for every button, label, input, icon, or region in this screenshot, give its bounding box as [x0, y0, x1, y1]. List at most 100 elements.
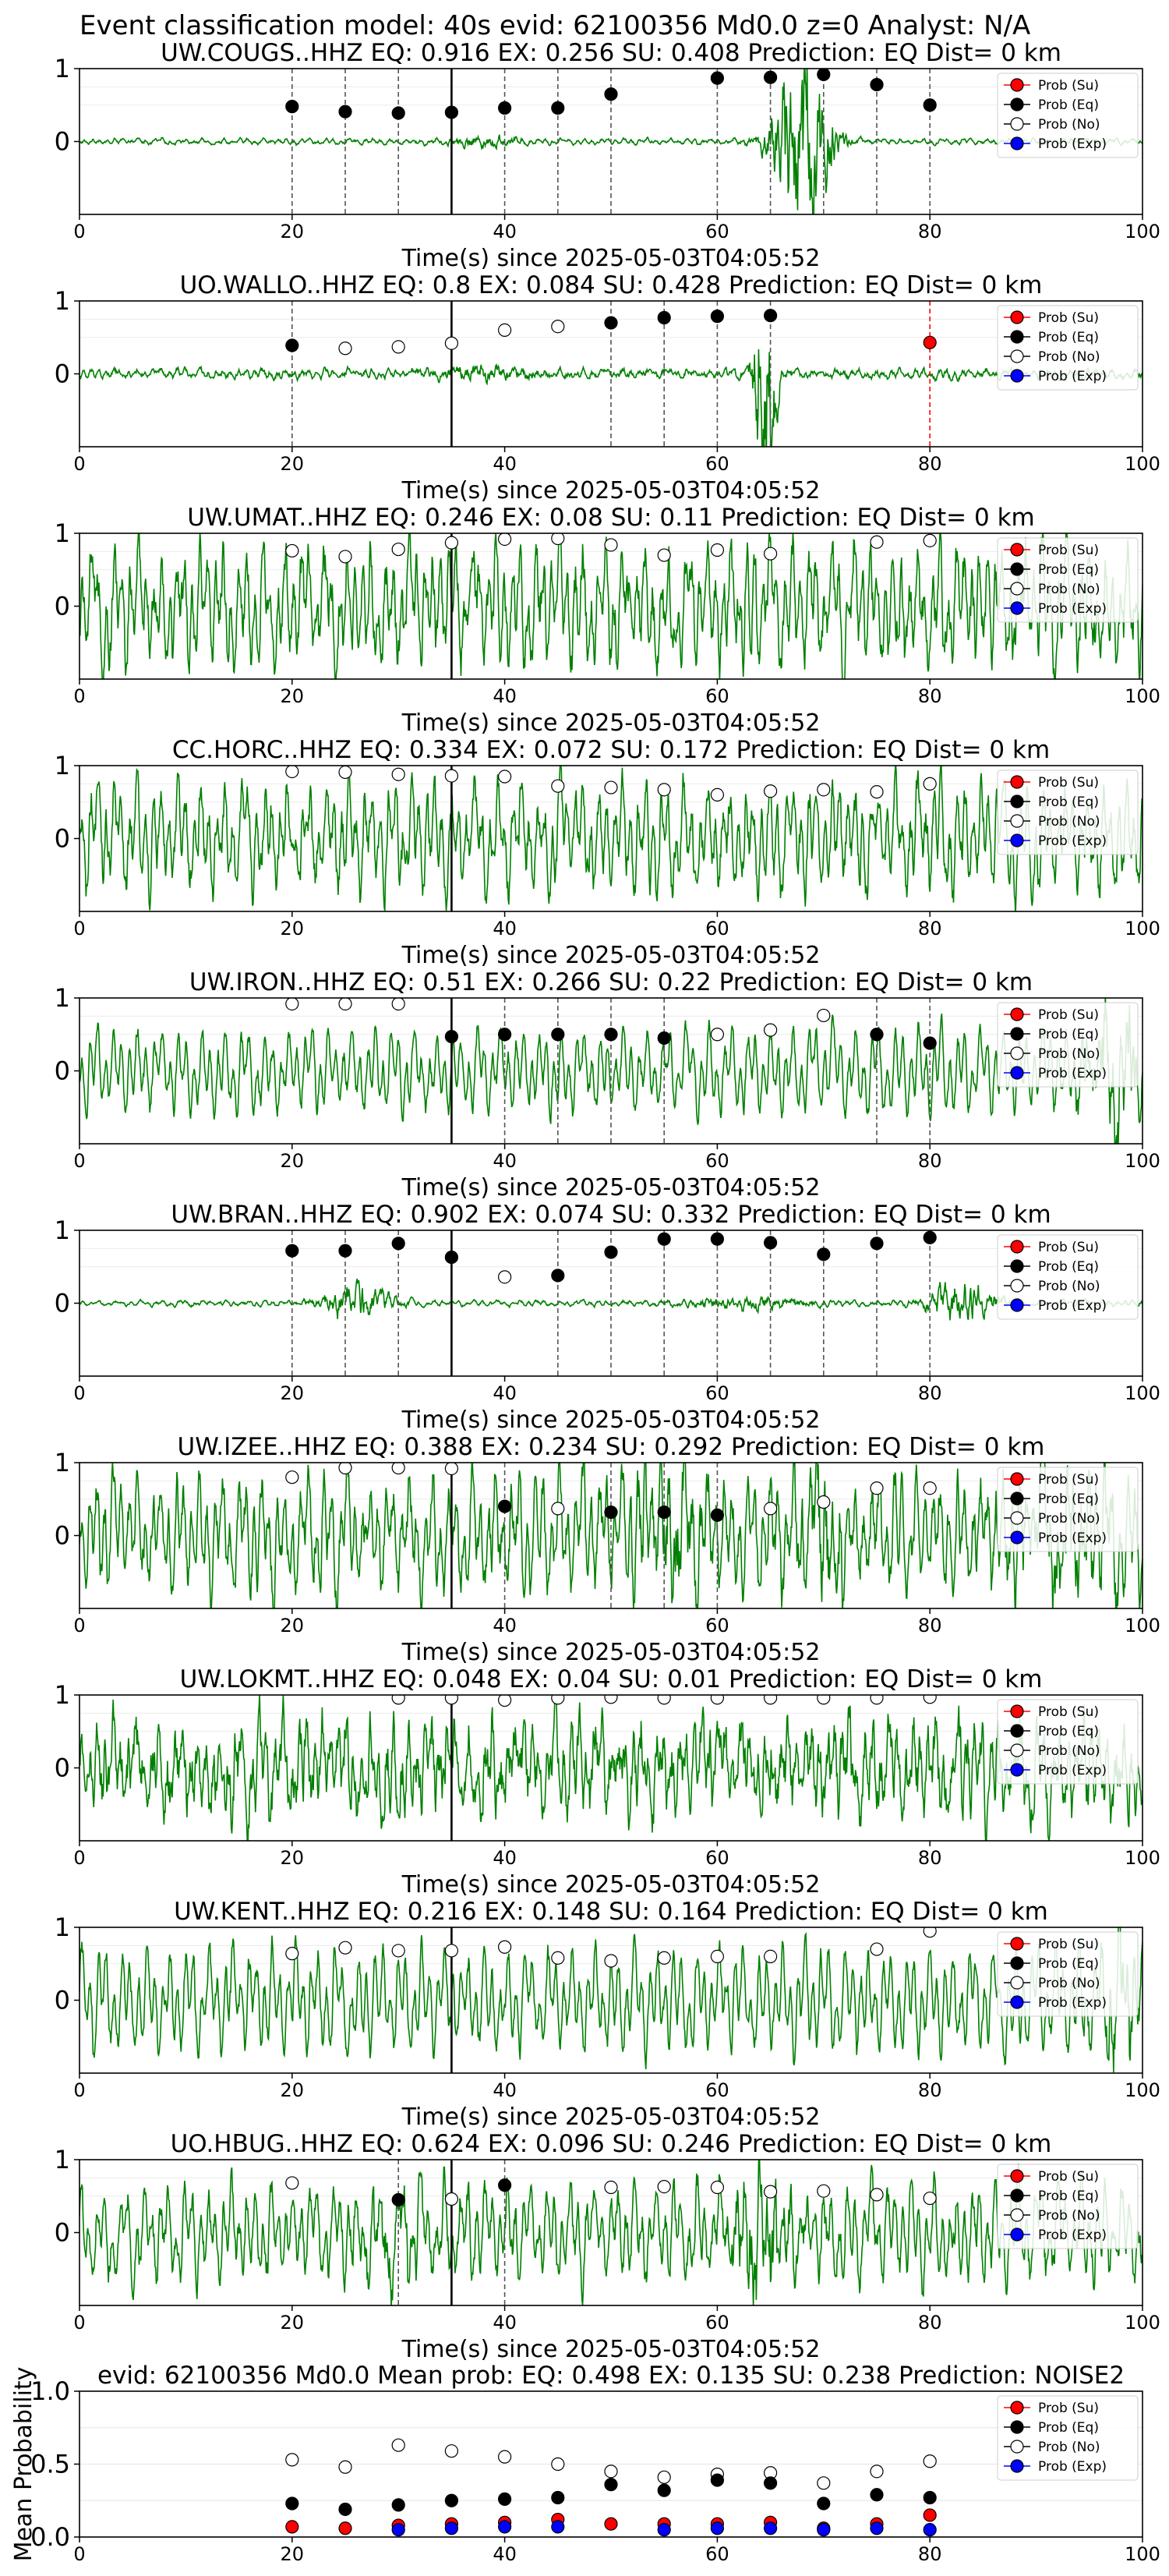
legend-marker	[1010, 1956, 1024, 1970]
y-tick-label: 1	[55, 751, 70, 780]
plot-area	[79, 1230, 1143, 1376]
legend-marker	[1010, 775, 1024, 789]
station-panel: UW.BRAN..HHZ EQ: 0.902 EX: 0.074 SU: 0.3…	[55, 1201, 1160, 1434]
legend-box	[997, 1234, 1139, 1320]
legend-marker	[1010, 1066, 1024, 1080]
prob-point	[551, 101, 565, 115]
prob-point	[285, 1244, 299, 1258]
prob-point	[923, 533, 937, 547]
legend-marker	[1010, 582, 1024, 596]
prob-point	[391, 2192, 405, 2207]
legend-marker	[1010, 1743, 1024, 1757]
legend-box	[997, 1699, 1139, 1785]
y-tick-label: 1	[55, 1680, 70, 1710]
station-panel: UW.KENT..HHZ EQ: 0.216 EX: 0.148 SU: 0.1…	[55, 1898, 1160, 2131]
legend-marker	[1010, 1046, 1024, 1060]
legend-marker	[1010, 2227, 1024, 2242]
prob-point	[923, 1695, 937, 1704]
legend-marker	[1010, 1976, 1024, 1990]
prob-point	[498, 1695, 512, 1707]
prob-point	[870, 785, 884, 799]
prob-point	[444, 1463, 458, 1476]
legend-label: Prob (Su)	[1038, 543, 1099, 558]
prob-point	[923, 1481, 937, 1495]
x-tick-label: 60	[705, 2312, 729, 2334]
legend-label: Prob (Exp)	[1038, 2227, 1107, 2243]
x-tick-label: 100	[1125, 2079, 1160, 2101]
legend-marker	[1010, 2189, 1024, 2203]
prob-point	[551, 1269, 565, 1283]
legend: Prob (Su) Prob (Eq) Prob (No) Prob (Exp)	[997, 537, 1139, 623]
y-tick-label: 0	[55, 359, 70, 389]
prob-point	[710, 1695, 724, 1705]
panel-title: UW.BRAN..HHZ EQ: 0.902 EX: 0.074 SU: 0.3…	[171, 1201, 1051, 1229]
legend: Prob (Su) Prob (Eq) Prob (No) Prob (Exp)	[997, 305, 1139, 391]
y-tick-label: 0	[55, 824, 70, 854]
legend-marker	[1010, 1704, 1024, 1718]
mean-probability-panel: evid: 62100356 Md0.0 Mean prob: EQ: 0.49…	[10, 2362, 1160, 2565]
plot-area	[79, 69, 1143, 214]
prob-point	[338, 2502, 352, 2517]
legend-marker	[1010, 2401, 1024, 2415]
legend-label: Prob (Su)	[1038, 310, 1099, 326]
prob-point	[763, 784, 778, 798]
station-panel: UW.UMAT..HHZ EQ: 0.246 EX: 0.08 SU: 0.11…	[55, 504, 1160, 737]
prob-point	[444, 769, 459, 783]
y-tick-label: 1	[55, 286, 70, 316]
prob-point	[870, 1237, 884, 1251]
legend-label: Prob (Exp)	[1038, 369, 1107, 384]
prob-point	[870, 77, 884, 92]
prob-point	[657, 1695, 671, 1705]
x-tick-label: 100	[1125, 1150, 1160, 1172]
prob-point	[763, 2476, 778, 2490]
station-panel: UO.HBUG..HHZ EQ: 0.624 EX: 0.096 SU: 0.2…	[55, 2130, 1160, 2363]
legend-box	[997, 2395, 1139, 2481]
prob-point	[551, 1028, 565, 1042]
legend-label: Prob (Eq)	[1038, 1027, 1099, 1042]
legend-label: Prob (No)	[1038, 1976, 1100, 1991]
prob-point	[285, 1470, 299, 1484]
x-tick-label: 20	[281, 2079, 305, 2101]
legend-label: Prob (Eq)	[1038, 1724, 1099, 1739]
x-axis-label: Time(s) since 2025-05-03T04:05:52	[401, 245, 821, 272]
prob-point	[551, 1695, 565, 1705]
legend-marker	[1010, 78, 1024, 92]
x-tick-label: 80	[918, 1847, 942, 1869]
x-tick-label: 40	[493, 221, 517, 242]
prob-point	[710, 1232, 725, 1246]
station-panel: CC.HORC..HHZ EQ: 0.334 EX: 0.072 SU: 0.1…	[55, 736, 1160, 969]
x-tick-label: 20	[281, 1150, 305, 1172]
legend-label: Prob (No)	[1038, 814, 1100, 830]
legend-label: Prob (Exp)	[1038, 2459, 1107, 2475]
prob-point	[391, 2523, 405, 2537]
prob-point	[497, 1940, 512, 1954]
legend-marker	[1010, 136, 1024, 150]
legend-label: Prob (Eq)	[1038, 794, 1099, 810]
y-tick-label: 0	[55, 1521, 70, 1551]
seismic-trace	[79, 2160, 1143, 2305]
x-tick-label: 0	[73, 453, 85, 475]
prob-point	[497, 1270, 512, 1284]
legend-marker	[1010, 97, 1024, 111]
prob-point	[444, 536, 459, 550]
x-axis-label: Time(s) since 2025-05-03T04:05:52	[401, 1639, 821, 1666]
legend-marker	[1010, 330, 1024, 344]
x-tick-label: 20	[281, 1382, 305, 1404]
legend-label: Prob (Eq)	[1038, 2189, 1099, 2204]
x-tick-label: 20	[281, 685, 305, 707]
y-axis-label: Mean Probability	[10, 2367, 37, 2562]
legend-marker	[1010, 1995, 1024, 2009]
prob-point	[657, 783, 671, 797]
legend-marker	[1010, 1763, 1024, 1777]
prob-point	[285, 2520, 299, 2534]
legend-marker	[1010, 1240, 1024, 1254]
x-tick-label: 80	[918, 221, 942, 242]
prob-point	[391, 1944, 405, 1958]
prob-point	[763, 547, 778, 561]
legend-label: Prob (Exp)	[1038, 136, 1107, 152]
prob-point	[444, 1695, 458, 1705]
x-tick-label: 0	[73, 1847, 85, 1869]
prob-point	[497, 770, 512, 784]
x-tick-label: 60	[705, 1847, 729, 1869]
